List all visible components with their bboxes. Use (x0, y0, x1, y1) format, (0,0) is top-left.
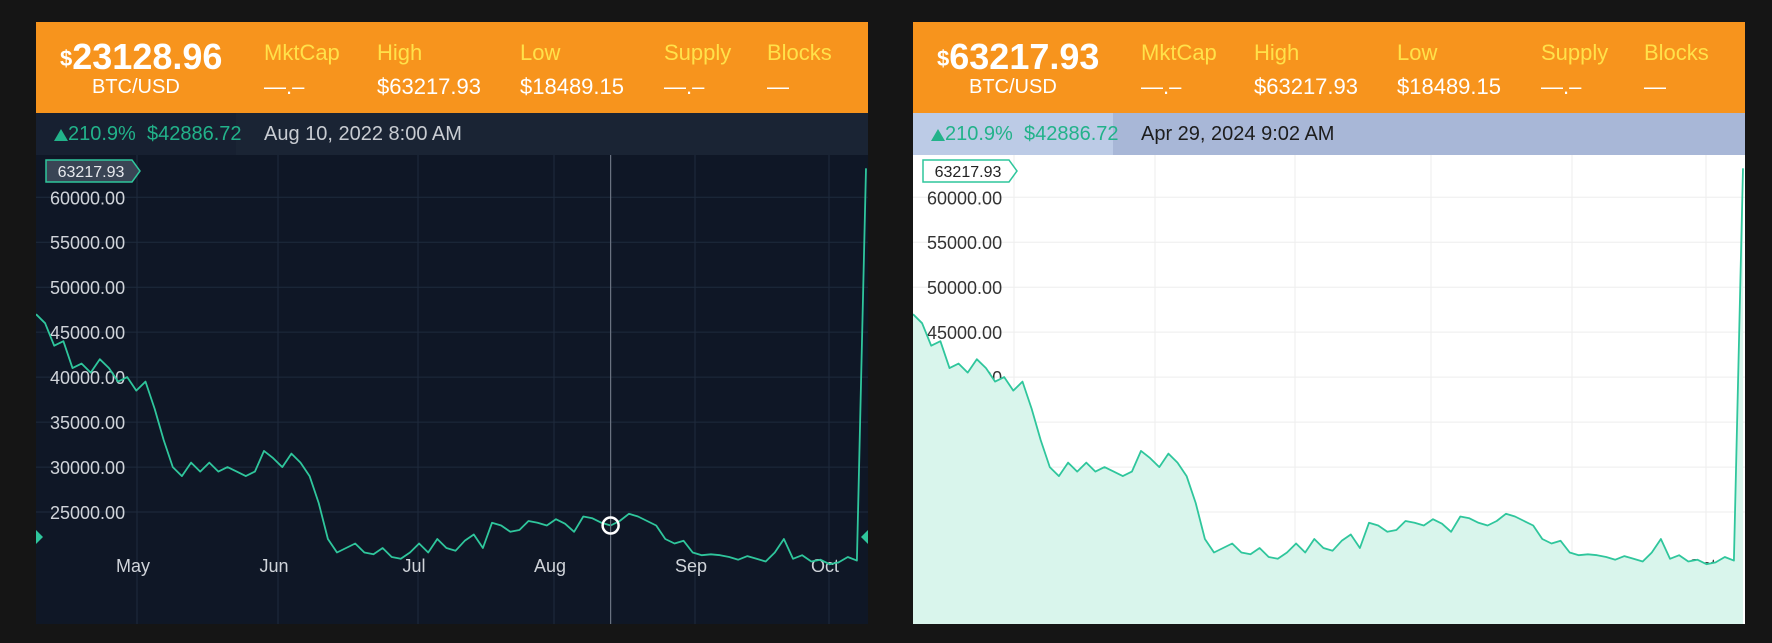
stat-high: High $63217.93 (377, 40, 481, 100)
stat-blocks: Blocks — (767, 40, 832, 100)
current-price: $63217.93 (937, 38, 1099, 76)
stat-value: —.– (264, 74, 305, 99)
widget-header: $63217.93 BTC/USD MktCap —.– High $63217.9… (913, 22, 1745, 113)
change-bar: 210.9% $42886.72 Apr 29, 2024 9:02 AM (913, 113, 1745, 155)
y-tick-label: 55000.00 (927, 233, 1002, 253)
currency-pair: BTC/USD (969, 76, 1057, 98)
stat-value: $18489.15 (1397, 74, 1501, 99)
y-tick-label: 25000.00 (50, 503, 125, 523)
stat-label: Supply (1541, 40, 1609, 65)
currency-pair: BTC/USD (92, 76, 180, 98)
left-price-indicator (36, 530, 43, 544)
stat-low: Low $18489.15 (520, 40, 624, 100)
y-tick-label: 50000.00 (927, 278, 1002, 298)
up-arrow-icon (931, 129, 945, 141)
price-chart-svg[interactable]: MayJunJulAugSepOct60000.0055000.0050000.… (913, 155, 1745, 624)
stat-supply: Supply —.– (1541, 40, 1608, 100)
stat-high: High $63217.93 (1254, 40, 1358, 100)
y-tick-label: 60000.00 (927, 188, 1002, 208)
current-price: $23128.96 (60, 38, 222, 76)
price-line (36, 168, 867, 566)
hover-datetime: Aug 10, 2022 8:00 AM (264, 123, 462, 145)
stat-label: MktCap (1141, 40, 1217, 65)
price-chart-area[interactable]: May Jun Jul Aug Sep Oct 60000.00 55000.00 50000.… (36, 155, 868, 624)
stat-value: $63217.93 (1254, 74, 1358, 99)
widget-header: $23128.96 BTC/USD MktCap —.– High $63217.9… (36, 22, 868, 113)
price-chart-svg[interactable]: May Jun Jul Aug Sep Oct 60000.00 55000.00 50000.… (36, 155, 868, 624)
stat-mktcap: MktCap —.– (264, 40, 340, 100)
change-value: $42886.72 (146, 123, 242, 145)
change-summary: 210.9% $42886.72 (36, 113, 242, 155)
stat-mktcap: MktCap —.– (1141, 40, 1217, 100)
stat-label: High (377, 40, 423, 65)
stat-label: Blocks (1644, 40, 1709, 65)
change-percent: 210.9% (945, 123, 1013, 145)
x-tick-label: May (116, 556, 150, 576)
y-tick-label: 30000.00 (50, 458, 125, 478)
change-summary: 210.9% $42886.72 (913, 113, 1119, 155)
max-price-marker: 63217.93 (922, 159, 1018, 183)
stat-label: Low (1397, 40, 1438, 65)
stat-value: — (1644, 74, 1666, 99)
stat-label: Blocks (767, 40, 832, 65)
max-marker-box (45, 159, 141, 183)
price-widget-light: $63217.93 BTC/USD MktCap —.– High $63217.9… (913, 22, 1745, 624)
x-tick-label: Jun (259, 556, 288, 576)
stat-value: —.– (664, 74, 705, 99)
crosshair-point (601, 516, 620, 535)
x-tick-label: Sep (675, 556, 707, 576)
stat-label: Supply (664, 40, 732, 65)
stat-value: — (767, 74, 789, 99)
price-widget-dark: $23128.96 BTC/USD MktCap —.– High $63217.9… (36, 22, 868, 624)
stat-value: $18489.15 (520, 74, 624, 99)
price-value: 23128.96 (72, 36, 223, 77)
stat-value: —.– (1141, 74, 1182, 99)
change-value: $42886.72 (1023, 123, 1119, 145)
price-chart-area[interactable]: MayJunJulAugSepOct60000.0055000.0050000.… (913, 155, 1745, 624)
stat-value: $63217.93 (377, 74, 481, 99)
y-tick-label: 50000.00 (50, 278, 125, 298)
x-tick-label: Oct (811, 556, 839, 576)
y-tick-label: 55000.00 (50, 233, 125, 253)
stat-label: Low (520, 40, 561, 65)
max-marker-label: 63217.93 (935, 164, 1002, 181)
y-tick-label: 35000.00 (50, 413, 125, 433)
stat-value: —.– (1541, 74, 1582, 99)
y-tick-label: 45000.00 (927, 323, 1002, 343)
change-percent: 210.9% (68, 123, 136, 145)
stat-low: Low $18489.15 (1397, 40, 1501, 100)
y-tick-label: 40000.00 (50, 368, 125, 388)
up-arrow-icon (54, 129, 68, 141)
max-price-marker: 63217.93 (45, 159, 141, 183)
price-value: 63217.93 (949, 36, 1100, 77)
stat-blocks: Blocks — (1644, 40, 1709, 100)
price-currency: $ (937, 46, 950, 71)
change-bar: 210.9% $42886.72 Aug 10, 2022 8:00 AM (36, 113, 868, 155)
hover-datetime: Apr 29, 2024 9:02 AM (1141, 123, 1335, 145)
stat-label: MktCap (264, 40, 340, 65)
price-line (913, 168, 1744, 566)
stat-label: High (1254, 40, 1300, 65)
x-tick-label: Jul (402, 556, 425, 576)
max-marker-box (922, 159, 1018, 183)
price-area-fill (913, 168, 1743, 624)
right-price-indicator (861, 530, 868, 544)
x-tick-label: Aug (534, 556, 566, 576)
price-currency: $ (60, 46, 73, 71)
y-tick-label: 60000.00 (50, 188, 125, 208)
stat-supply: Supply —.– (664, 40, 731, 100)
max-marker-label: 63217.93 (58, 164, 125, 181)
y-tick-label: 45000.00 (50, 323, 125, 343)
